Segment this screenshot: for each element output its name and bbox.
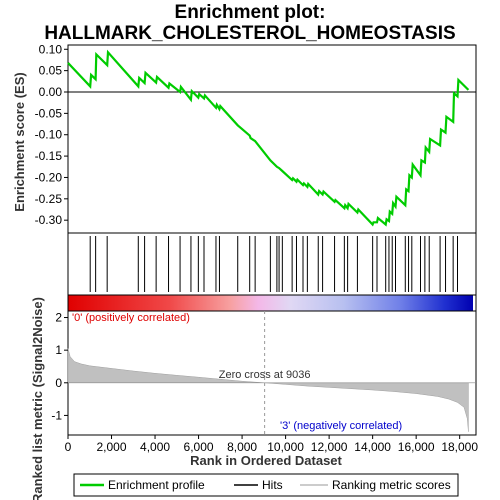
positive-correlation-label: '0' (positively correlated): [72, 312, 190, 324]
chart-title-line2: HALLMARK_CHOLESTEROL_HOMEOSTASIS: [44, 23, 455, 44]
es-ytick-label: 0.05: [39, 64, 63, 78]
ranking-color-bar: [68, 295, 473, 311]
x-axis-label: Rank in Ordered Dataset: [190, 453, 342, 468]
hits-panel-frame: [67, 232, 477, 296]
xtick-label: 14,000: [354, 440, 391, 454]
xtick-label: 8,000: [227, 440, 257, 454]
es-panel: 0.10 0.05 0.00 -0.05 -0.10 -0.15 -0.20 -0.25 -0.…: [35, 42, 476, 227]
metric-axis-label: Ranked list metric (Signal2Noise): [30, 297, 45, 500]
es-ytick-label: -0.30: [35, 213, 63, 227]
xtick-label: 6,000: [184, 440, 214, 454]
negative-correlation-label: '3' (negatively correlated): [280, 420, 402, 432]
es-ytick-label: -0.05: [35, 106, 63, 120]
metric-ytick-label: 1: [55, 343, 62, 357]
legend-label: Ranking metric scores: [332, 478, 451, 492]
xtick-label: 10,000: [267, 440, 304, 454]
es-panel-frame: [67, 44, 477, 234]
legend-label: Enrichment profile: [108, 478, 205, 492]
hits-panel: [89, 236, 459, 292]
es-ytick-label: 0.00: [39, 85, 63, 99]
metric-panel: 2 1 0 -1 0 2,000 4,000 6,000 8,000 10,000 12,000 14…: [51, 311, 478, 454]
xtick-label: 2,000: [97, 440, 127, 454]
es-ytick-label: -0.10: [35, 128, 63, 142]
es-ytick-label: -0.20: [35, 170, 63, 184]
legend-box: [73, 473, 459, 497]
es-ytick-label: -0.15: [35, 149, 63, 163]
xtick-label: 18,000: [441, 440, 478, 454]
xtick-label: 4,000: [140, 440, 170, 454]
metric-ytick-label: 0: [55, 376, 62, 390]
enrichment-profile-line: [67, 49, 470, 227]
zero-cross-label: Zero cross at 9036: [219, 369, 311, 381]
legend: Enrichment profile Hits Ranking metric sco…: [80, 478, 451, 492]
metric-ytick-label: -1: [51, 408, 62, 422]
es-ytick-label: -0.25: [35, 192, 63, 206]
metric-ytick-label: 2: [55, 311, 62, 325]
xtick-label: 16,000: [398, 440, 435, 454]
chart-title-line1: Enrichment plot:: [175, 2, 326, 23]
xtick-label: 0: [65, 440, 72, 454]
legend-label: Hits: [262, 478, 283, 492]
es-axis-label: Enrichment score (ES): [12, 72, 27, 211]
es-ytick-label: 0.10: [39, 42, 63, 56]
ranking-metric-area: [67, 348, 469, 432]
xtick-label: 12,000: [311, 440, 348, 454]
